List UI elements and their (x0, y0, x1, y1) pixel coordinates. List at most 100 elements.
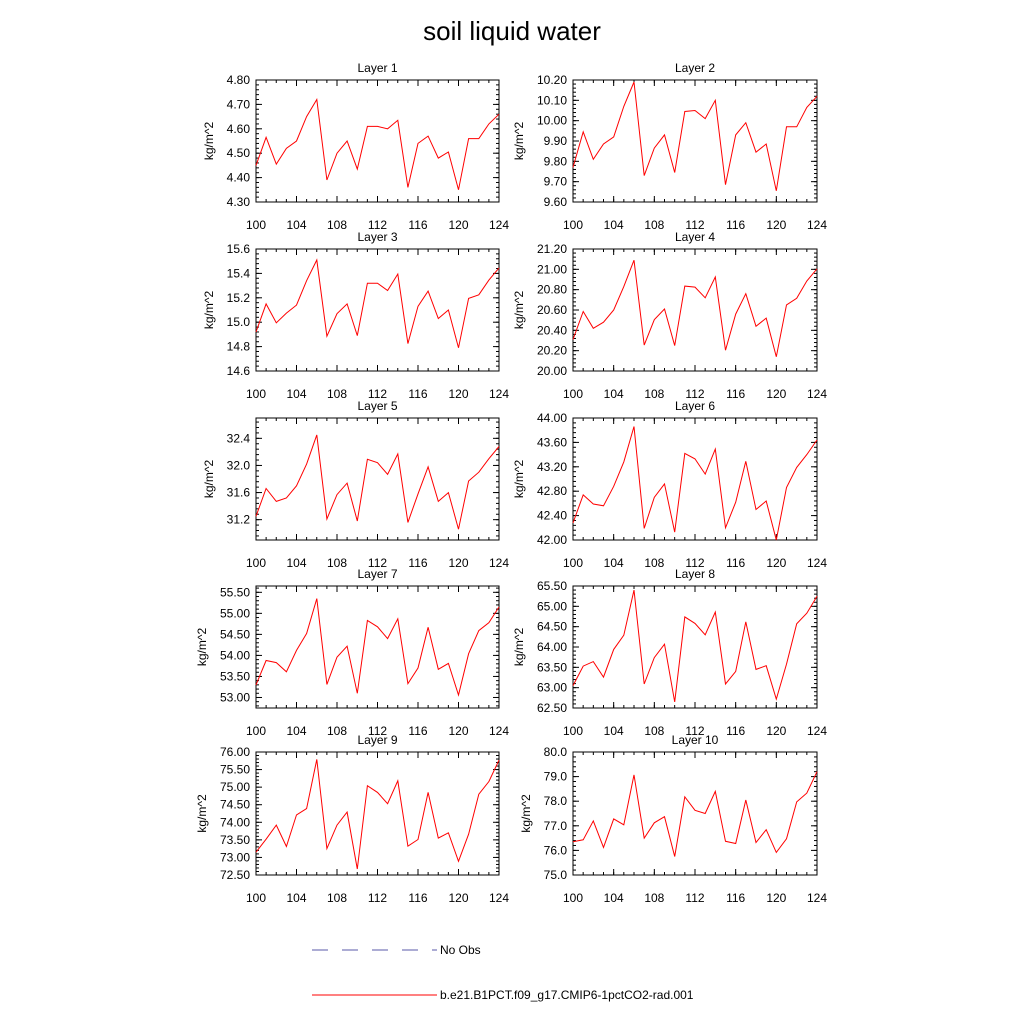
panel-7-y-axis-label: kg/m^2 (195, 628, 209, 667)
panel-4-x-tick-label: 112 (685, 387, 704, 401)
panel-7-x-tick-label: 100 (246, 724, 266, 738)
panel-7-y-tick-label: 54.50 (220, 627, 250, 641)
panel-6-x-tick-label: 124 (807, 556, 827, 570)
panel-2-y-tick-label: 9.90 (544, 134, 568, 148)
panel-1-x-tick-label: 100 (246, 218, 266, 232)
panel-3-y-tick-label: 15.6 (227, 242, 251, 256)
panel-9-x-tick-label: 112 (368, 891, 387, 905)
panel-3-frame (255, 248, 500, 372)
panel-1-x-tick-label: 124 (489, 218, 509, 232)
legend-no-obs-label: No Obs (440, 943, 481, 957)
panel-10-x-tick-label: 100 (563, 891, 583, 905)
panel-4-x-tick-label: 108 (644, 387, 664, 401)
panel-1-frame (255, 79, 500, 203)
panel-6-y-tick-label: 43.20 (537, 460, 567, 474)
legend: No Obs b.e21.B1PCT.f09_g17.CMIP6-1pctCO2… (312, 943, 694, 1002)
panel-2-frame (572, 79, 818, 203)
panel-9-y-tick-label: 73.00 (220, 850, 250, 864)
panel-6-y-tick-label: 42.00 (537, 533, 567, 547)
panel-5-y-axis-label: kg/m^2 (202, 460, 216, 499)
panel-8-x-tick-label: 120 (766, 724, 786, 738)
panel-5-title: Layer 5 (357, 399, 397, 413)
panel-3-x-tick-label: 100 (246, 387, 266, 401)
panel-5-frame (255, 417, 500, 541)
panel-2-x-tick-label: 112 (685, 218, 704, 232)
panel-2-x-tick-label: 108 (644, 218, 664, 232)
panel-3-x-tick-label: 120 (448, 387, 468, 401)
panel-4-y-tick-label: 20.20 (537, 344, 567, 358)
panel-10-x-tick-label: 108 (644, 891, 664, 905)
panel-9-y-tick-label: 72.50 (220, 868, 250, 882)
panel-1-series-line-1 (255, 97, 500, 190)
panel-1-x-tick-label: 108 (327, 218, 347, 232)
panel-3-y-tick-label: 14.6 (227, 364, 251, 378)
panel-5-x-tick-label: 108 (327, 556, 347, 570)
panel-7-title: Layer 7 (357, 567, 397, 581)
panel-2-x-tick-label: 120 (766, 218, 786, 232)
panel-4-frame (572, 248, 818, 372)
panel-9-x-tick-label: 116 (408, 891, 427, 905)
panel-8-x-tick-label: 100 (563, 724, 583, 738)
panel-9-y-tick-label: 76.00 (220, 745, 250, 759)
panel-3-x-tick-label: 116 (408, 387, 427, 401)
panel-9-frame (255, 751, 500, 876)
panel-9-x-tick-label: 100 (246, 891, 266, 905)
panel-6-y-tick-label: 44.00 (537, 411, 567, 425)
panel-8-x-tick-label: 112 (685, 724, 704, 738)
panel-4-series-line-1 (572, 260, 818, 357)
panel-9-series-line-1 (255, 759, 500, 870)
panel-4-y-tick-label: 21.20 (537, 242, 567, 256)
panel-7-series-line-1 (255, 598, 500, 697)
panel-4-title: Layer 4 (675, 230, 715, 244)
panel-3: 100 104 108 112 116 120 124 14.6 14.8 15.0 15.2 15.… (202, 230, 510, 401)
panel-5-x-tick-label: 116 (408, 556, 427, 570)
panels: 100 104 108 112 116 120 124 4.30 4.40 4.50 4.60 4.7… (195, 61, 827, 905)
panel-10-x-tick-label: 120 (766, 891, 786, 905)
panel-10: 100 104 108 112 116 120 124 75.0 76.0 77.0 78.0 79.… (519, 733, 828, 905)
panel-6-x-tick-label: 100 (563, 556, 583, 570)
panel-2-y-tick-label: 10.00 (537, 114, 567, 128)
panel-6-y-tick-label: 42.40 (537, 509, 567, 523)
panel-2-y-tick-label: 10.20 (537, 73, 567, 87)
panel-8-y-tick-label: 62.50 (537, 701, 567, 715)
panel-6-y-tick-label: 42.80 (537, 484, 567, 498)
panel-3-x-tick-label: 104 (286, 387, 306, 401)
panel-4-y-axis-label: kg/m^2 (512, 291, 526, 330)
panel-6-x-tick-label: 120 (766, 556, 786, 570)
panel-2: 100 104 108 112 116 120 124 9.60 9.70 9.80 9.90 10.… (512, 61, 827, 232)
panel-6: 100 104 108 112 116 120 124 42.00 42.40 42.80 43.2… (512, 399, 827, 570)
panel-10-y-tick-label: 76.0 (544, 843, 568, 857)
panel-8-y-axis-label: kg/m^2 (512, 628, 526, 667)
panel-3-y-tick-label: 15.0 (227, 315, 251, 329)
panel-1-y-tick-label: 4.30 (227, 195, 251, 209)
panel-10-y-axis-label: kg/m^2 (519, 794, 533, 833)
panel-5-x-tick-label: 100 (246, 556, 266, 570)
panel-4-y-tick-label: 20.80 (537, 283, 567, 297)
panel-3-y-axis-label: kg/m^2 (202, 291, 216, 330)
panel-8-y-tick-label: 65.50 (537, 579, 567, 593)
panel-10-x-tick-label: 112 (685, 891, 704, 905)
panel-8-frame (572, 585, 818, 709)
panel-2-x-tick-label: 116 (726, 218, 745, 232)
panel-8-y-tick-label: 63.50 (537, 660, 567, 674)
panel-5-x-tick-label: 120 (448, 556, 468, 570)
panel-9-title: Layer 9 (357, 733, 397, 747)
panel-5-x-tick-label: 112 (368, 556, 387, 570)
panel-3-series-line-1 (255, 258, 500, 348)
panel-1-title: Layer 1 (357, 61, 397, 75)
panel-5-y-tick-label: 31.6 (227, 486, 251, 500)
panel-7-y-tick-label: 55.00 (220, 606, 250, 620)
panel-9-x-tick-label: 108 (327, 891, 347, 905)
panel-1-y-axis-label: kg/m^2 (202, 122, 216, 161)
panel-10-x-tick-label: 116 (726, 891, 745, 905)
panel-7-y-tick-label: 53.50 (220, 669, 250, 683)
panel-4-x-tick-label: 120 (766, 387, 786, 401)
panel-10-title: Layer 10 (672, 733, 719, 747)
panel-9-y-tick-label: 75.50 (220, 763, 250, 777)
panel-3-x-tick-label: 108 (327, 387, 347, 401)
panel-6-x-tick-label: 112 (685, 556, 704, 570)
panel-8-x-tick-label: 124 (807, 724, 827, 738)
panel-7: 100 104 108 112 116 120 124 53.00 53.50 54.00 54.5… (195, 567, 509, 738)
panel-2-y-axis-label: kg/m^2 (512, 122, 526, 161)
panel-5: 100 104 108 112 116 120 124 31.2 31.6 32.0 32.4 kg/… (202, 399, 510, 570)
